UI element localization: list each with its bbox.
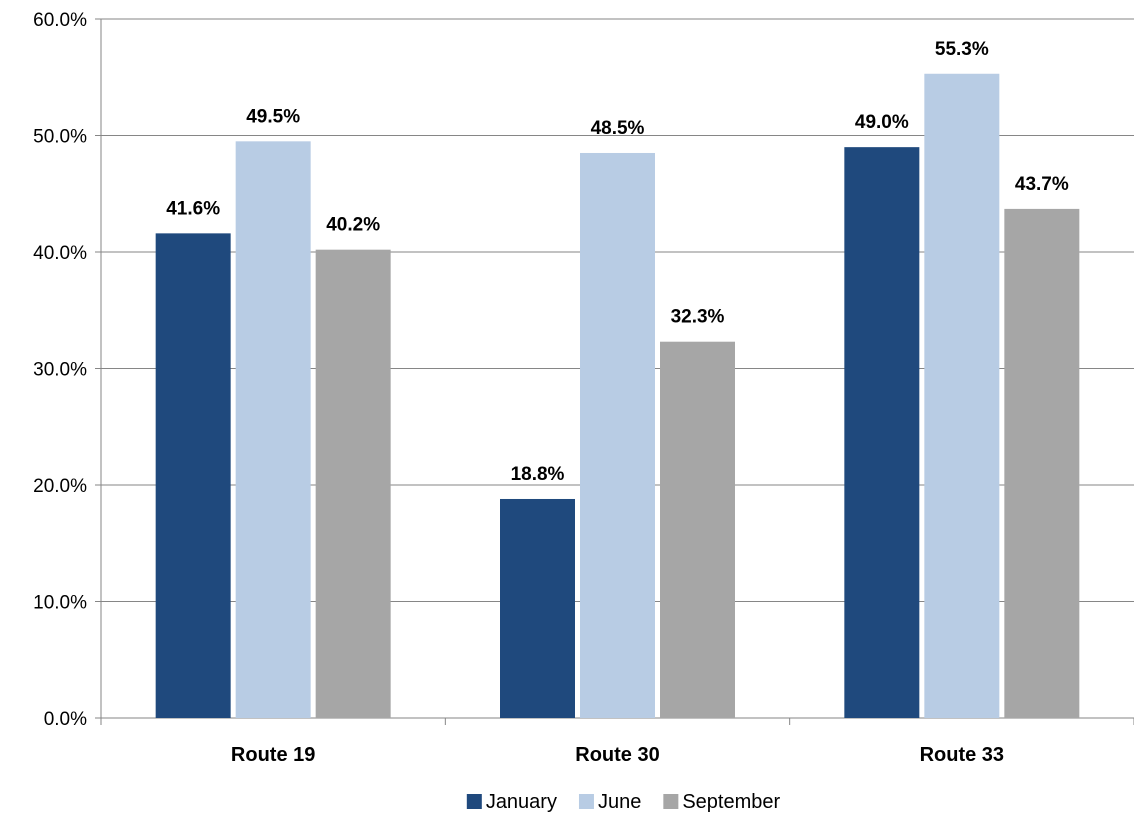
y-tick-label: 30.0% [33, 360, 87, 381]
data-label: 43.7% [1015, 174, 1069, 195]
legend-swatch-june [578, 794, 594, 809]
x-category-label: Route 33 [920, 744, 1004, 766]
data-label: 32.3% [671, 307, 725, 328]
legend-swatch-january [466, 794, 482, 809]
data-label: 41.6% [166, 198, 220, 219]
y-tick-label: 40.0% [33, 243, 87, 264]
data-label: 49.0% [855, 112, 909, 133]
bar-january-route-30 [500, 498, 575, 718]
bar-june-route-33 [924, 73, 1000, 718]
legend-label-january: January [486, 791, 557, 813]
y-tick-label: 50.0% [33, 127, 87, 148]
data-label: 55.3% [935, 39, 989, 60]
bar-june-route-19 [235, 141, 311, 718]
legend-label-september: September [682, 791, 780, 813]
bar-january-route-33 [844, 147, 920, 718]
data-labels: 41.6% 49.5% 40.2% 18.8% 48.5% 32.3% 49.0% 55.3%… [166, 39, 1069, 485]
bar-september-route-30 [660, 341, 735, 718]
bar-january-route-19 [155, 233, 231, 719]
y-tick-label: 10.0% [33, 593, 87, 614]
y-tick-label: 60.0% [33, 10, 87, 31]
data-label: 48.5% [591, 118, 645, 139]
y-tick-label: 0.0% [44, 709, 87, 730]
bar-september-route-19 [315, 249, 391, 719]
legend-swatch-september [663, 794, 679, 809]
data-label: 49.5% [246, 106, 300, 127]
legend: January June September [466, 791, 781, 813]
bar-june-route-30 [580, 152, 655, 719]
bars [155, 73, 1080, 719]
bar-september-route-33 [1004, 208, 1080, 718]
y-tick-label: 20.0% [33, 476, 87, 497]
data-label: 18.8% [511, 464, 565, 485]
x-category-label: Route 30 [575, 744, 659, 766]
legend-label-june: June [598, 791, 641, 813]
x-category-label: Route 19 [231, 744, 315, 766]
data-label: 40.2% [326, 215, 380, 236]
